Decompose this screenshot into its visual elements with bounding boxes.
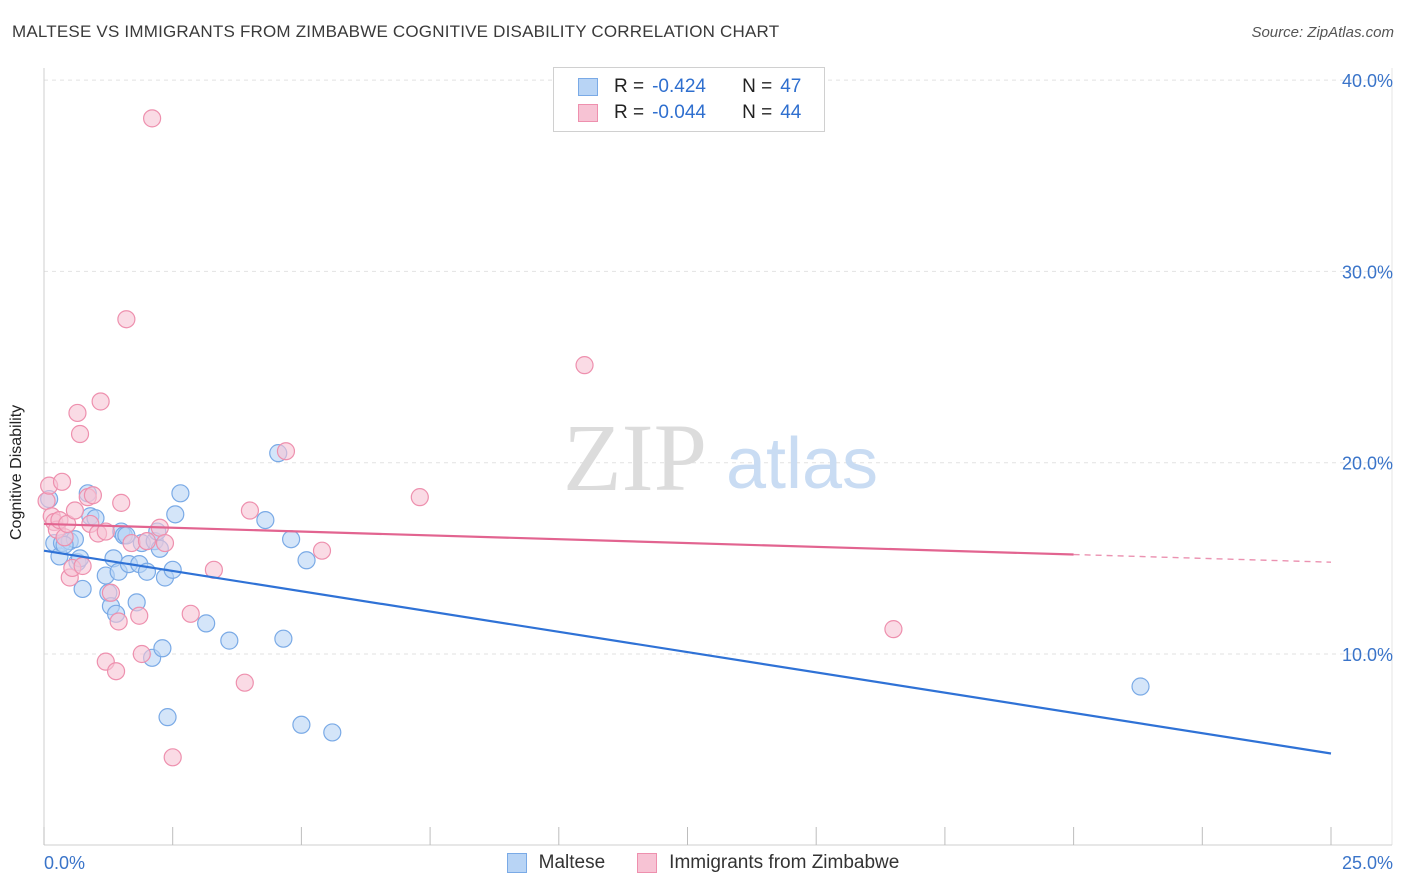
tick-labels: 10.0% 20.0% 30.0% 40.0% 0.0% 25.0% xyxy=(44,71,1393,873)
point-maltese[interactable] xyxy=(166,505,185,524)
correlation-legend: R = -0.424 N = 47 R = -0.044 N = 44 xyxy=(553,67,825,132)
point-maltese[interactable] xyxy=(274,629,293,648)
point-maltese[interactable] xyxy=(197,614,216,633)
series-legend: Maltese Immigrants from Zimbabwe xyxy=(0,852,1406,874)
point-zimbabwe[interactable] xyxy=(155,533,175,553)
trend-line-extension-1 xyxy=(1073,553,1332,563)
point-zimbabwe[interactable] xyxy=(52,472,72,491)
legend-n-label: N = xyxy=(742,102,773,123)
point-zimbabwe[interactable] xyxy=(137,532,157,551)
point-zimbabwe[interactable] xyxy=(130,606,149,625)
legend-swatch-zimbabwe xyxy=(578,104,598,122)
y-tick-label: 30.0% xyxy=(1342,262,1393,282)
point-maltese[interactable] xyxy=(282,530,301,549)
y-tick-label: 40.0% xyxy=(1342,71,1393,91)
legend-r-label: R = xyxy=(614,76,645,97)
series-swatch-maltese xyxy=(506,853,527,873)
point-zimbabwe[interactable] xyxy=(240,501,260,520)
point-zimbabwe[interactable] xyxy=(73,556,92,576)
series-label-zimbabwe: Immigrants from Zimbabwe xyxy=(669,852,900,873)
point-zimbabwe[interactable] xyxy=(68,403,87,423)
point-zimbabwe[interactable] xyxy=(312,541,332,560)
watermark: ZIP atlas xyxy=(563,404,878,511)
y-axis-label: Cognitive Disability xyxy=(8,404,25,540)
point-zimbabwe[interactable] xyxy=(109,612,128,631)
y-tick-label: 10.0% xyxy=(1342,645,1393,665)
legend-row-zimbabwe: R = -0.044 N = 44 xyxy=(578,101,801,125)
legend-r-value: -0.044 xyxy=(652,102,706,123)
watermark-atlas: atlas xyxy=(726,424,878,504)
point-zimbabwe[interactable] xyxy=(132,644,151,664)
legend-n-value: 44 xyxy=(780,102,802,123)
point-zimbabwe[interactable] xyxy=(235,673,254,692)
point-zimbabwe[interactable] xyxy=(117,310,136,329)
legend-r-label: R = xyxy=(614,102,645,123)
x-tick-label: 25.0% xyxy=(1342,853,1393,873)
point-maltese[interactable] xyxy=(171,484,190,503)
chart-source: Source: ZipAtlas.com xyxy=(1251,24,1394,41)
series-swatch-zimbabwe xyxy=(637,853,658,873)
legend-row-maltese: R = -0.424 N = 47 xyxy=(578,75,801,99)
point-zimbabwe[interactable] xyxy=(143,109,162,128)
point-maltese[interactable] xyxy=(292,715,311,734)
point-zimbabwe[interactable] xyxy=(101,583,121,602)
point-zimbabwe[interactable] xyxy=(122,533,141,553)
legend-n-value: 47 xyxy=(780,76,802,97)
point-maltese[interactable] xyxy=(297,551,316,570)
point-zimbabwe[interactable] xyxy=(65,501,84,520)
series-legend-zimbabwe[interactable]: Immigrants from Zimbabwe xyxy=(637,852,899,874)
point-zimbabwe[interactable] xyxy=(575,356,594,375)
point-maltese[interactable] xyxy=(1131,677,1150,696)
series-label-maltese: Maltese xyxy=(538,852,606,873)
point-zimbabwe[interactable] xyxy=(96,522,115,541)
point-maltese[interactable] xyxy=(220,631,239,650)
point-maltese[interactable] xyxy=(153,639,172,658)
trend-lines xyxy=(43,522,1332,755)
point-zimbabwe[interactable] xyxy=(70,424,90,444)
point-zimbabwe[interactable] xyxy=(163,748,182,767)
point-zimbabwe[interactable] xyxy=(91,392,110,411)
point-zimbabwe[interactable] xyxy=(884,620,903,639)
point-zimbabwe[interactable] xyxy=(83,486,103,505)
point-zimbabwe[interactable] xyxy=(106,662,126,681)
watermark-zip: ZIP xyxy=(563,404,707,511)
point-zimbabwe[interactable] xyxy=(276,442,296,461)
x-tick-label: 0.0% xyxy=(44,853,85,873)
point-maltese[interactable] xyxy=(73,579,92,599)
y-tick-label: 20.0% xyxy=(1342,454,1393,474)
chart-title: MALTESE VS IMMIGRANTS FROM ZIMBABWE COGN… xyxy=(12,22,780,41)
data-points xyxy=(37,109,1150,767)
point-maltese[interactable] xyxy=(323,723,342,742)
grid-lines xyxy=(44,79,1392,655)
point-zimbabwe[interactable] xyxy=(410,488,429,507)
point-zimbabwe[interactable] xyxy=(112,493,131,512)
point-maltese[interactable] xyxy=(158,708,177,727)
legend-r-value: -0.424 xyxy=(652,76,706,97)
point-maltese[interactable] xyxy=(256,510,275,530)
series-legend-maltese[interactable]: Maltese xyxy=(506,852,606,874)
legend-swatch-maltese xyxy=(578,78,598,96)
point-zimbabwe[interactable] xyxy=(181,604,200,623)
axes xyxy=(43,68,1393,846)
trend-line-0 xyxy=(43,549,1332,755)
point-zimbabwe[interactable] xyxy=(37,491,56,511)
legend-n-label: N = xyxy=(742,76,773,97)
trend-line-1 xyxy=(43,522,1074,556)
